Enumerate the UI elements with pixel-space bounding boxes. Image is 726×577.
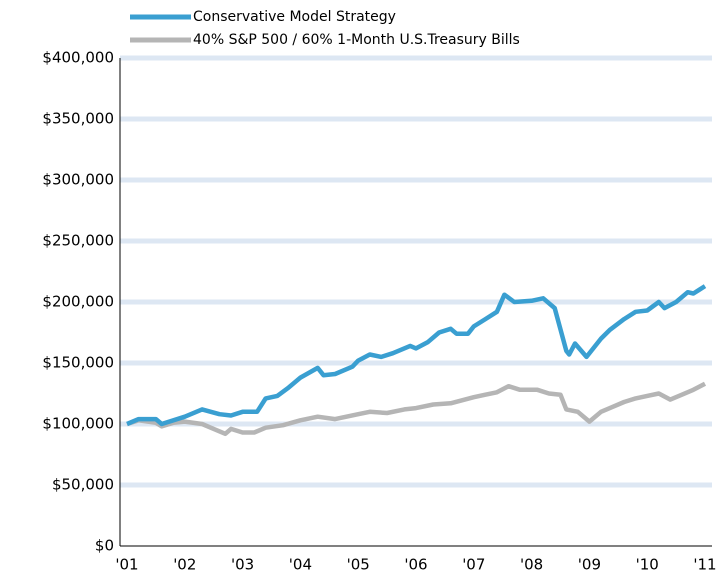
x-tick-label: '03 bbox=[231, 556, 254, 574]
x-tick-label: '10 bbox=[636, 556, 659, 574]
x-tick-label: '06 bbox=[404, 556, 427, 574]
legend-text: Conservative Model Strategy bbox=[193, 9, 396, 25]
x-tick-label: '02 bbox=[173, 556, 196, 574]
y-tick-label: $400,000 bbox=[42, 49, 114, 67]
x-tick-label: '09 bbox=[578, 556, 601, 574]
x-tick-label: '08 bbox=[520, 556, 543, 574]
y-tick-label: $150,000 bbox=[42, 354, 114, 372]
x-tick-label: '01 bbox=[115, 556, 138, 574]
x-tick-label: '04 bbox=[289, 556, 312, 574]
y-tick-label: $200,000 bbox=[42, 293, 114, 311]
y-tick-label: $250,000 bbox=[42, 232, 114, 250]
legend-text: 40% S&P 500 / 60% 1-Month U.S.Treasury B… bbox=[193, 32, 520, 48]
y-tick-label: $50,000 bbox=[52, 476, 114, 494]
y-tick-label: $300,000 bbox=[42, 171, 114, 189]
y-tick-label: $350,000 bbox=[42, 110, 114, 128]
x-tick-label: '05 bbox=[347, 556, 370, 574]
y-tick-label: $100,000 bbox=[42, 415, 114, 433]
series-line bbox=[126, 381, 707, 437]
y-tick-label: $0 bbox=[95, 537, 114, 555]
x-tick-label: '07 bbox=[462, 556, 485, 574]
series-line bbox=[126, 284, 707, 427]
x-tick-label: '11 bbox=[693, 556, 716, 574]
